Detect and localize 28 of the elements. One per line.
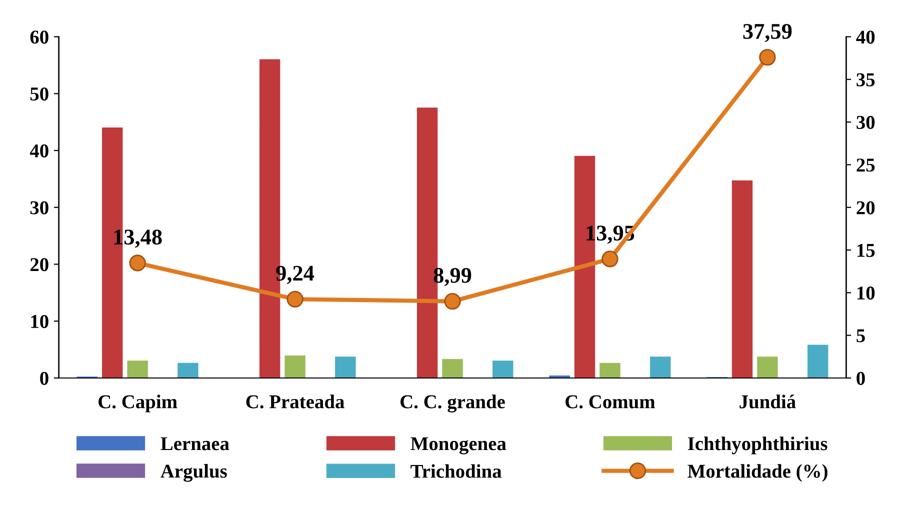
y2-tick-label: 30 — [856, 116, 875, 129]
x-tick-label: Jundiá — [740, 394, 796, 408]
legend-label: Lernaea — [160, 437, 230, 450]
x-tick-label: C. Prateada — [246, 394, 344, 408]
y2-tick-label: 25 — [856, 158, 875, 172]
y-tick-label: 50 — [30, 87, 48, 101]
y2-tick-label: 0 — [856, 372, 865, 385]
y2-tick-label: 5 — [856, 329, 865, 342]
legend-label: Argulus — [160, 464, 227, 482]
legend-label: Ichthyophthirius — [688, 436, 828, 454]
y-tick-label: 10 — [31, 314, 48, 328]
y2-tick-label: 20 — [856, 201, 875, 214]
y2-tick-label: 40 — [856, 30, 875, 44]
y-tick-label: 20 — [30, 258, 48, 272]
legend-label: Trichodina — [410, 464, 502, 478]
x-tick-label: C. Capim — [98, 394, 178, 412]
y-tick-label: 30 — [30, 201, 48, 214]
y2-tick-label: 10 — [857, 286, 875, 300]
x-tick-label: C. Comum — [566, 395, 656, 408]
y2-tick-label: 35 — [856, 73, 875, 86]
data-label: 37,59 — [743, 24, 792, 42]
y-tick-label: 40 — [30, 144, 48, 158]
y-tick-label: 60 — [30, 30, 48, 44]
legend-label: Mortalidade (%) — [688, 464, 828, 482]
legend-label: Monogenea — [410, 437, 506, 454]
x-tick-label: C. C. grande — [400, 394, 505, 412]
y-tick-label: 0 — [40, 372, 48, 385]
y2-tick-label: 15 — [857, 244, 875, 257]
